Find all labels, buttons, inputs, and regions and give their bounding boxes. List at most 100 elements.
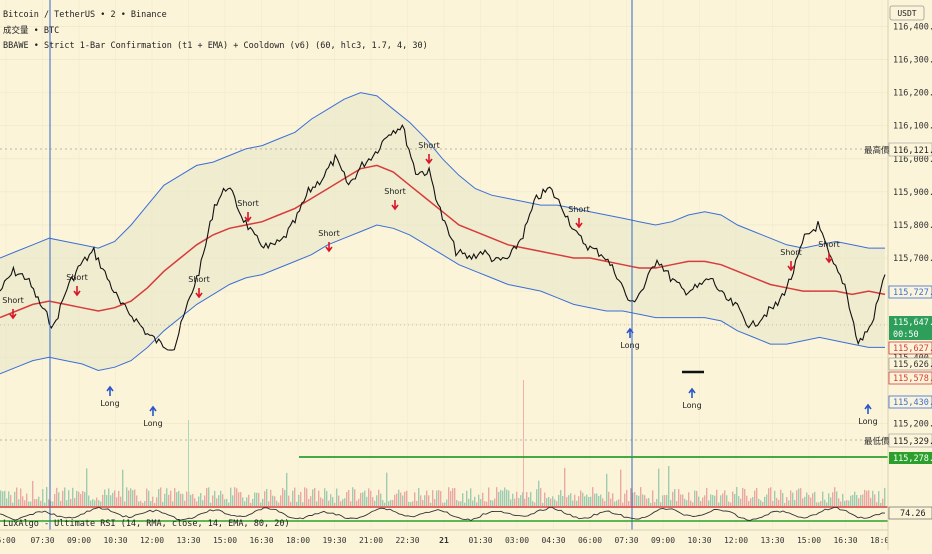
price-tick-label: 115,700.00 — [893, 254, 932, 264]
volume-bar — [402, 495, 404, 506]
time-tick-label: 12:00 — [140, 536, 164, 545]
volume-bar — [612, 493, 614, 506]
volume-bar — [50, 501, 52, 506]
price-tick-label: 115,200.00 — [893, 419, 932, 429]
rsi-line — [0, 506, 886, 522]
volume-bar — [296, 501, 298, 506]
volume-bar — [784, 502, 786, 506]
long-signal[interactable]: Long — [682, 387, 702, 410]
volume-bar — [470, 488, 472, 506]
volume-bar — [570, 493, 572, 506]
volume-bar — [790, 490, 792, 506]
volume-bar — [834, 487, 836, 506]
time-axis[interactable]: 6:00 07:30 09:00 10:30 12:00 13:30 15:00 16:30 1… — [0, 536, 894, 545]
volume-bar — [152, 496, 154, 506]
volume-bar — [794, 500, 796, 506]
up-arrow-icon — [626, 327, 634, 338]
volume-bar — [376, 495, 378, 506]
long-signal[interactable]: Long — [620, 327, 640, 350]
volume-bar — [400, 492, 402, 506]
volume-bar — [816, 502, 818, 506]
volume-bar — [868, 490, 870, 506]
short-signal[interactable]: Short — [318, 229, 340, 253]
up-arrow-icon — [688, 387, 696, 398]
volume-bar — [762, 501, 764, 506]
currency-badge[interactable] — [889, 5, 925, 21]
volume-bar — [638, 495, 640, 506]
volume-bar — [634, 491, 636, 506]
volume-bar — [42, 489, 44, 506]
volume-bar — [664, 495, 666, 506]
volume-bar — [276, 500, 278, 506]
volume-bar — [232, 495, 234, 506]
volume-bar — [454, 488, 456, 506]
volume-bar — [108, 488, 110, 506]
legend[interactable]: Bitcoin / TetherUS • 2 • Binance 成交量 • B… — [3, 10, 428, 51]
volume-bar — [792, 492, 794, 506]
volume-bar — [840, 501, 842, 506]
volume-bar — [464, 502, 466, 506]
volume-bar — [370, 490, 372, 506]
volume-bar — [348, 490, 350, 506]
long-signal[interactable]: Long — [143, 405, 163, 428]
volume-bar — [344, 498, 346, 506]
short-signal[interactable]: Short — [384, 187, 406, 211]
volume-bar — [186, 491, 188, 506]
volume-bar — [278, 502, 280, 506]
volume-bar — [274, 496, 276, 506]
volume-bar — [72, 487, 74, 506]
short-signal[interactable]: Short — [188, 275, 210, 299]
volume-bar — [884, 487, 886, 506]
volume-bar — [750, 498, 752, 506]
volume-bar — [326, 491, 328, 506]
short-signal[interactable]: Short — [2, 296, 24, 320]
time-tick-label: 09:00 — [651, 536, 675, 545]
long-signal[interactable]: Long — [100, 385, 120, 408]
volume-bar — [288, 495, 290, 506]
volume-bar — [18, 499, 20, 506]
volume-bar — [878, 491, 880, 506]
volume-bar — [860, 495, 862, 506]
short-signal[interactable]: Short — [237, 199, 259, 223]
volume-bar — [668, 466, 670, 506]
volume-bar — [658, 468, 660, 506]
volume-bar — [674, 489, 676, 506]
volume-bar — [16, 487, 18, 506]
volume-bar — [706, 487, 708, 506]
volume-bar — [142, 502, 144, 506]
short-signal[interactable]: Short — [66, 273, 88, 297]
volume-bar — [392, 500, 394, 506]
volume-bar — [228, 502, 230, 506]
volume-bar — [330, 494, 332, 506]
ema-tag-1 — [888, 341, 932, 355]
short-signal[interactable]: Short — [568, 205, 590, 229]
rsi-legend[interactable]: LuxAlgo - Ultimate RSI (14, RMA, close, … — [3, 519, 290, 529]
volume-bar — [136, 495, 138, 506]
volume-bar — [350, 501, 352, 506]
volume-bar — [788, 500, 790, 506]
indicator-legend[interactable]: BBAWE • Strict 1-Bar Confirmation (t1 + … — [3, 41, 428, 51]
volume-bar — [702, 497, 704, 506]
price-tick-label: 116,000.00 — [893, 155, 932, 165]
short-signal[interactable]: Short — [818, 240, 840, 264]
long-signal[interactable]: Long — [858, 403, 878, 426]
volume-bar — [104, 489, 106, 506]
volume-bar — [880, 502, 882, 506]
volume-bar — [532, 501, 534, 506]
short-signal[interactable]: Short — [418, 141, 440, 165]
time-tick-label: 12:00 — [724, 536, 748, 545]
short-signal[interactable]: Short — [780, 248, 802, 272]
volume-bar — [744, 489, 746, 506]
candle-timer: 00:50 — [893, 330, 919, 340]
symbol-legend[interactable]: Bitcoin / TetherUS • 2 • Binance — [3, 10, 167, 20]
volume-legend[interactable]: 成交量 • BTC — [3, 25, 59, 36]
volume-bar — [234, 487, 236, 506]
volume-bar — [184, 500, 186, 506]
volume-bar — [176, 492, 178, 506]
volume-bar — [556, 501, 558, 506]
volume-bar — [526, 492, 528, 506]
volume-bar — [590, 496, 592, 506]
volume-bar — [124, 501, 126, 506]
volume-bar — [138, 501, 140, 506]
